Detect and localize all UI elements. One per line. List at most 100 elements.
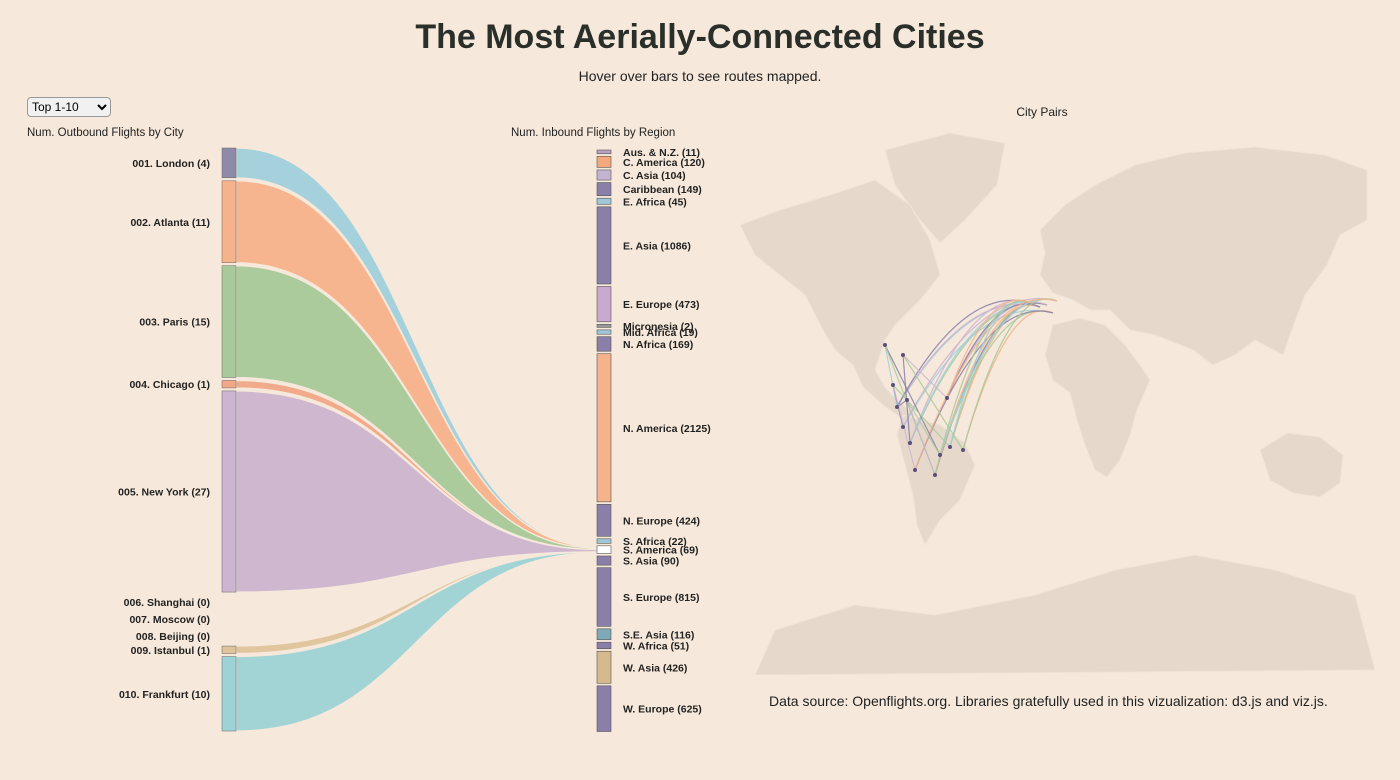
city-label-001-london-4: 001. London (4) bbox=[132, 158, 210, 170]
city-bar-004-chicago-1 bbox=[221, 380, 237, 389]
region-label-c-america-120: C. America (120) bbox=[623, 157, 705, 169]
page-title: The Most Aerially-Connected Cities bbox=[415, 18, 985, 56]
route-endpoint bbox=[905, 398, 909, 402]
route-endpoint bbox=[883, 343, 887, 347]
city-bar-010-frankfurt-10 bbox=[221, 656, 237, 732]
city-label-005-new-york-27: 005. New York (27) bbox=[118, 486, 210, 498]
region-label-e-asia-1086: E. Asia (1086) bbox=[623, 240, 691, 252]
region-label-n-america-2125: N. America (2125) bbox=[623, 423, 711, 435]
route-line bbox=[914, 298, 1058, 471]
route-endpoint bbox=[938, 453, 942, 457]
region-label-w-asia-426: W. Asia (426) bbox=[623, 662, 687, 674]
region-label-s-e-asia-116: S.E. Asia (116) bbox=[623, 629, 694, 641]
region-label-caribbean-149: Caribbean (149) bbox=[623, 184, 702, 196]
region-label-s-europe-815: S. Europe (815) bbox=[623, 592, 699, 604]
region-label-s-africa-22: S. Africa (22) bbox=[623, 536, 687, 548]
route-endpoint bbox=[895, 405, 899, 409]
region-bar-s-america-69 bbox=[596, 545, 612, 554]
route-line bbox=[902, 297, 1058, 428]
region-label-w-europe-625: W. Europe (625) bbox=[623, 704, 702, 716]
city-label-008-beijing-0: 008. Beijing (0) bbox=[136, 631, 210, 643]
region-label-s-america-69: S. America (69) bbox=[623, 545, 698, 557]
city-label-004-chicago-1: 004. Chicago (1) bbox=[129, 379, 210, 391]
route-endpoint bbox=[901, 425, 905, 429]
route-endpoint bbox=[961, 448, 965, 452]
australia-shape bbox=[1259, 432, 1344, 498]
city-label-007-moscow-0: 007. Moscow (0) bbox=[129, 614, 210, 626]
inbound-axis-header: Num. Inbound Flights by Region bbox=[511, 127, 675, 139]
route-lines bbox=[883, 297, 1058, 477]
region-label-mid-africa-19: Mid. Africa (19) bbox=[623, 327, 698, 339]
region-bar-c-america-120 bbox=[596, 155, 612, 168]
city-label-002-atlanta-11: 002. Atlanta (11) bbox=[130, 217, 210, 229]
data-source-note: Data source: Openflights.org. Libraries … bbox=[769, 693, 1328, 709]
region-label-e-europe-473: E. Europe (473) bbox=[623, 299, 699, 311]
region-bar-s-europe-815 bbox=[596, 567, 612, 627]
north-america-shape bbox=[739, 179, 941, 418]
region-bar-micronesia-2 bbox=[596, 323, 612, 328]
route-line bbox=[946, 299, 1032, 399]
city-bar-009-istanbul-1 bbox=[221, 645, 237, 654]
city-bar-005-new-york-27 bbox=[221, 390, 237, 593]
region-bar-aus-n-z-11 bbox=[596, 149, 612, 155]
route-endpoint bbox=[908, 441, 912, 445]
route-line bbox=[909, 300, 1032, 444]
europe-asia-shape bbox=[1039, 146, 1368, 366]
region-label-n-africa-169: N. Africa (169) bbox=[623, 339, 693, 351]
region-bar-n-africa-169 bbox=[596, 336, 612, 352]
region-bar-s-e-asia-116 bbox=[596, 628, 612, 641]
region-label-w-africa-51: W. Africa (51) bbox=[623, 640, 689, 652]
route-line bbox=[892, 384, 951, 448]
africa-shape bbox=[1044, 317, 1151, 478]
region-label-s-asia-90: S. Asia (90) bbox=[623, 556, 679, 568]
region-bars: Aus. & N.Z. (11)C. America (120)C. Asia … bbox=[596, 147, 711, 732]
city-label-010-frankfurt-10: 010. Frankfurt (10) bbox=[119, 689, 210, 701]
region-bar-mid-africa-19 bbox=[596, 329, 612, 335]
city-bar-003-paris-15 bbox=[221, 265, 237, 378]
region-bar-w-asia-426 bbox=[596, 650, 612, 684]
region-label-c-asia-104: C. Asia (104) bbox=[623, 170, 686, 182]
region-bar-caribbean-149 bbox=[596, 182, 612, 197]
flow-010-frankfurt-10 bbox=[235, 551, 598, 732]
sankey-flows bbox=[235, 147, 598, 732]
region-bar-e-europe-473 bbox=[596, 286, 612, 323]
city-bar-002-atlanta-11 bbox=[221, 180, 237, 263]
route-endpoint bbox=[913, 468, 917, 472]
route-endpoint bbox=[945, 396, 949, 400]
city-label-006-shanghai-0: 006. Shanghai (0) bbox=[124, 597, 210, 609]
region-bar-e-africa-45 bbox=[596, 197, 612, 205]
route-endpoint bbox=[948, 445, 952, 449]
page-subtitle: Hover over bars to see routes mapped. bbox=[578, 68, 822, 84]
antarctica-shape bbox=[754, 554, 1375, 675]
region-label-micronesia-2: Micronesia (2) bbox=[623, 321, 694, 333]
region-bar-c-asia-104 bbox=[596, 169, 612, 181]
outbound-axis-header: Num. Outbound Flights by City bbox=[27, 127, 184, 139]
region-bar-s-asia-90 bbox=[596, 555, 612, 566]
route-line bbox=[902, 354, 964, 451]
city-label-003-paris-15: 003. Paris (15) bbox=[139, 317, 210, 329]
city-label-009-istanbul-1: 009. Istanbul (1) bbox=[131, 645, 210, 657]
world-map bbox=[739, 132, 1375, 675]
region-bar-n-europe-424 bbox=[596, 504, 612, 537]
sankey-chart: Num. Outbound Flights by City Num. Inbou… bbox=[27, 127, 711, 732]
south-america-shape bbox=[896, 414, 976, 547]
route-line bbox=[896, 399, 908, 408]
region-label-e-africa-45: E. Africa (45) bbox=[623, 196, 687, 208]
top-n-select[interactable]: Top 1-10 bbox=[27, 97, 111, 117]
region-label-aus-n-z-11: Aus. & N.Z. (11) bbox=[623, 147, 700, 159]
route-line bbox=[906, 399, 936, 476]
region-label-n-europe-424: N. Europe (424) bbox=[623, 515, 700, 527]
route-line bbox=[884, 344, 941, 456]
region-bar-w-europe-625 bbox=[596, 685, 612, 732]
route-line bbox=[906, 399, 941, 456]
greenland-shape bbox=[884, 132, 1006, 244]
map-title: City Pairs bbox=[1016, 105, 1068, 119]
route-line bbox=[902, 354, 948, 399]
route-endpoint bbox=[891, 383, 895, 387]
city-bar-001-london-4 bbox=[221, 147, 237, 179]
route-line bbox=[884, 344, 898, 408]
region-bar-s-africa-22 bbox=[596, 538, 612, 544]
region-bar-w-africa-51 bbox=[596, 641, 612, 650]
route-line bbox=[934, 300, 1032, 476]
route-endpoint bbox=[933, 473, 937, 477]
